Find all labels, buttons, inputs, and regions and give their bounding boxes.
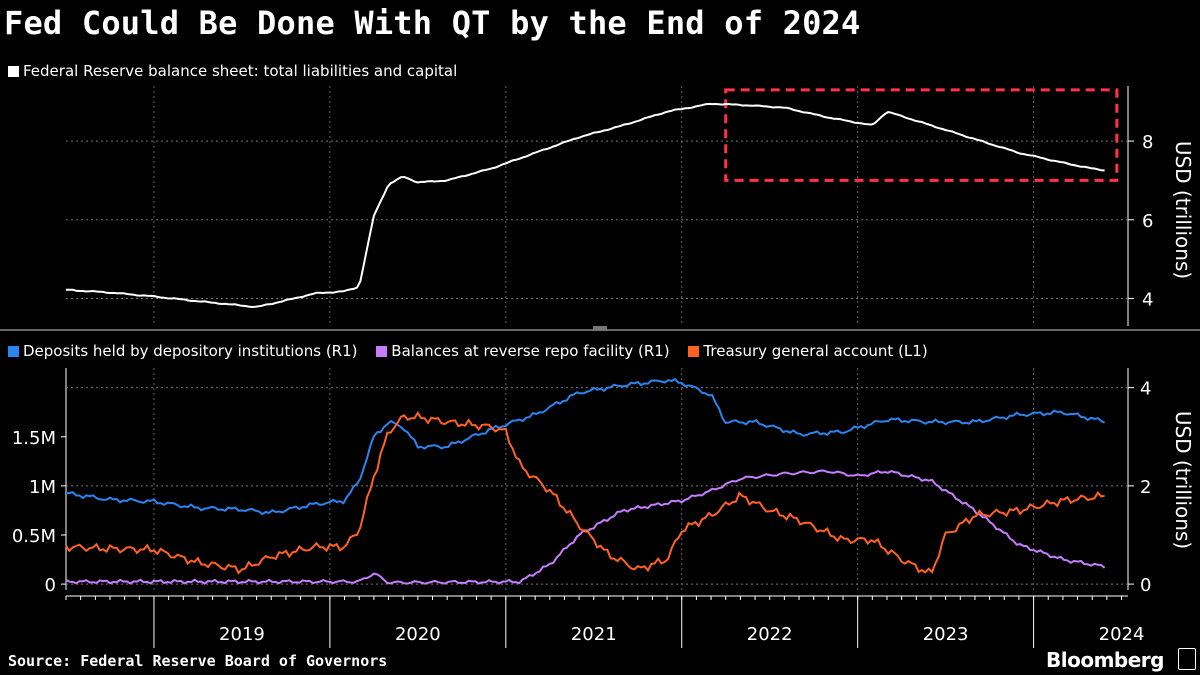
bottom-right-y-tick-label-2: 4 [1140, 379, 1151, 400]
x-tick-label-2022: 2022 [747, 624, 793, 645]
bloomberg-logo: Bloomberg [1046, 648, 1164, 672]
bottom-right-y-tick-label-0: 0 [1140, 575, 1151, 596]
legend-label-deposits: Deposits held by depository institutions… [23, 342, 358, 360]
bottom-right-y-tick-label-1: 2 [1140, 477, 1151, 498]
x-tick-label-2019: 2019 [219, 624, 265, 645]
legend-item-tga: Treasury general account (L1) [688, 342, 928, 360]
legend-item-rrp: Balances at reverse repo facility (R1) [376, 342, 670, 360]
x-tick-label-2023: 2023 [923, 624, 969, 645]
series-reverse-repo-line [65, 469, 1106, 585]
legend-label-tga: Treasury general account (L1) [703, 342, 928, 360]
top-y-tick-label-2: 8 [1142, 132, 1153, 153]
legend-label-balance-sheet: Federal Reserve balance sheet: total lia… [23, 62, 458, 80]
top-y-axis-label: USD (trillions) [1171, 141, 1195, 279]
bottom-left-y-tick-label-1: 0.5M [12, 526, 56, 547]
legend-swatch-white [8, 65, 19, 77]
legend-label-rrp: Balances at reverse repo facility (R1) [391, 342, 670, 360]
source-note: Source: Federal Reserve Board of Governo… [8, 652, 388, 670]
x-tick-label-2021: 2021 [571, 624, 617, 645]
x-tick-label-2024: 2024 [1099, 624, 1145, 645]
bottom-left-y-tick-label-3: 1.5M [12, 428, 56, 449]
legend-swatch-blue [8, 345, 19, 357]
top-y-tick-label-1: 6 [1142, 211, 1153, 232]
top-y-tick-label-0: 4 [1142, 289, 1153, 310]
top-legend: Federal Reserve balance sheet: total lia… [8, 62, 471, 81]
series-treasury-general-account-line [65, 411, 1105, 575]
series-deposits-line [65, 377, 1106, 516]
bottom-left-y-tick-label-0: 0 [45, 575, 56, 596]
bottom-legend: Deposits held by depository institutions… [8, 342, 942, 361]
legend-item-balance-sheet: Federal Reserve balance sheet: total lia… [8, 62, 457, 80]
legend-swatch-purple [376, 345, 388, 357]
chart-title: Fed Could Be Done With QT by the End of … [4, 4, 861, 42]
panel-divider-handle [593, 326, 607, 331]
qt-highlight-box [724, 88, 1119, 182]
legend-item-deposits: Deposits held by depository institutions… [8, 342, 358, 360]
x-tick-label-2020: 2020 [395, 624, 441, 645]
bottom-left-y-tick-label-2: 1M [29, 477, 56, 498]
series-balance-sheet-line [66, 102, 1105, 309]
bottom-y-axis-label: USD (trillions) [1171, 411, 1195, 549]
terminal-icon [1178, 648, 1196, 670]
legend-swatch-orange [688, 345, 700, 357]
